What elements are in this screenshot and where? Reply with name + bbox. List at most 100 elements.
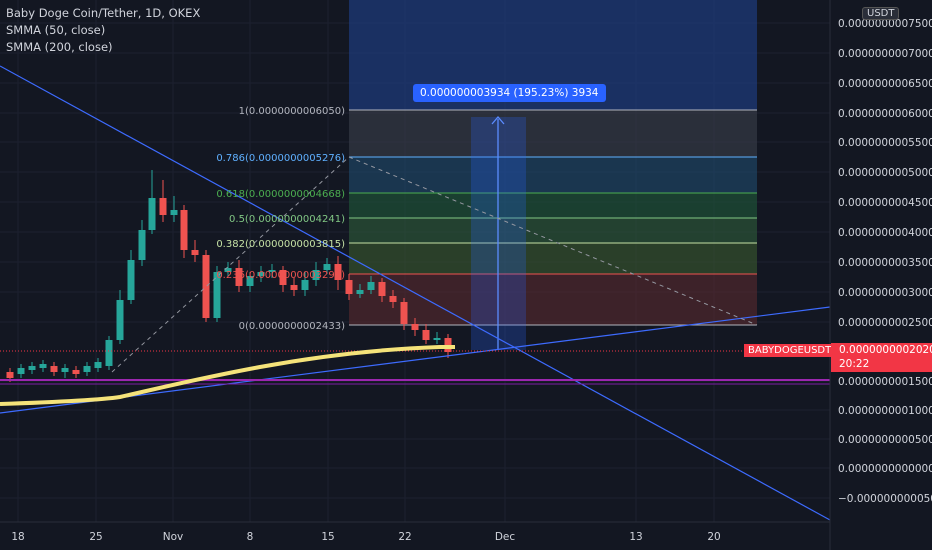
candle <box>83 366 91 372</box>
candle <box>39 364 47 368</box>
candle <box>224 268 232 272</box>
candle <box>378 282 386 296</box>
smma-200-legend[interactable]: SMMA (200, close) <box>6 40 113 54</box>
candle <box>279 270 287 285</box>
price-label: 0.0000000006500 <box>838 78 932 90</box>
fib-bands <box>349 110 757 325</box>
fib-level-label: 0.236(0.0000000003293) <box>216 270 345 281</box>
ascending-trendline[interactable] <box>0 306 831 414</box>
price-label: 0.0000000002500 <box>838 317 932 329</box>
candle <box>94 362 102 368</box>
candle <box>268 270 276 272</box>
fib-level-label: 0.786(0.0000000005276) <box>216 153 345 164</box>
fib-level-label: 0.382(0.0000000003815) <box>216 239 345 250</box>
fib-band <box>349 193 757 218</box>
candle <box>312 270 320 280</box>
fib-level-label: 0.618(0.0000000004668) <box>216 189 345 200</box>
fib-level-label: 0.5(0.0000000004241) <box>229 214 345 225</box>
bar-countdown: 20:22 <box>839 358 870 370</box>
price-label: 0.0000000000500 <box>838 434 932 446</box>
fib-band <box>349 157 757 193</box>
time-label: 15 <box>321 531 334 543</box>
currency-badge[interactable]: USDT <box>862 7 900 20</box>
price-label: 0.0000000005500 <box>838 137 932 149</box>
symbol-price-tag: BABYDOGEUSDT <box>744 344 836 357</box>
candle <box>170 210 178 215</box>
price-label: 0.0000000001000 <box>838 405 932 417</box>
current-price-badge: 0.0000000002020 20:22 <box>831 343 932 372</box>
price-label: 0.0000000003000 <box>838 287 932 299</box>
candle <box>213 272 221 318</box>
candle <box>116 300 124 340</box>
symbol-line: Baby Doge Coin/Tether, 1D, OKEX <box>6 6 201 20</box>
price-axis[interactable]: 0.0000000007500 0.0000000007000 0.00000000… <box>838 18 932 505</box>
descending-trendline[interactable] <box>0 65 831 521</box>
candle <box>345 280 353 294</box>
price-label: 0.0000000007500 <box>838 18 932 30</box>
time-label: 8 <box>247 531 254 543</box>
candle <box>433 338 441 340</box>
candle <box>72 370 80 374</box>
time-label: 13 <box>629 531 642 543</box>
fib-dashed-diagonal-2 <box>348 156 758 326</box>
price-label: 0.0000000004500 <box>838 197 932 209</box>
candle <box>367 282 375 290</box>
fib-labels: 1(0.0000000006050) 0.786(0.0000000005276)… <box>216 106 345 332</box>
candle <box>180 210 188 250</box>
price-label: 0.0000000001500 <box>838 376 932 388</box>
candle <box>50 366 58 372</box>
time-label: Nov <box>163 531 184 543</box>
candle <box>246 276 254 286</box>
time-axis[interactable]: 18 25 Nov 8 15 22 Dec 13 20 <box>11 531 720 543</box>
candle <box>400 302 408 324</box>
candle <box>356 290 364 294</box>
price-label: 0.0000000007000 <box>838 48 932 60</box>
smma-200-line <box>0 345 455 406</box>
candle <box>17 368 25 374</box>
candle <box>411 324 419 330</box>
fib-band <box>349 110 757 157</box>
date-range-arrowhead <box>491 116 505 125</box>
price-label: 0.0000000006000 <box>838 108 932 120</box>
price-label: −0.0000000000500 <box>838 493 932 505</box>
fib-dashed-diagonal <box>111 156 350 373</box>
measure-tooltip: 0.000000003934 (195.23%) 3934 <box>413 84 606 102</box>
price-label: 0.0000000000000 <box>838 463 932 475</box>
candle <box>257 272 265 276</box>
smma-50-legend[interactable]: SMMA (50, close) <box>6 23 106 37</box>
candle <box>28 366 36 370</box>
candle <box>235 268 243 286</box>
candle <box>138 230 146 260</box>
fib-band <box>349 243 757 274</box>
fib-band <box>349 218 757 243</box>
time-label: 22 <box>398 531 411 543</box>
chart-legend: Baby Doge Coin/Tether, 1D, OKEX SMMA (50… <box>6 5 200 56</box>
candle <box>301 280 309 290</box>
candle <box>323 264 331 270</box>
candle <box>159 198 167 215</box>
candle <box>389 296 397 302</box>
price-label: 0.0000000003500 <box>838 257 932 269</box>
candle <box>148 198 156 230</box>
candle <box>290 285 298 290</box>
candle <box>127 260 135 300</box>
fib-band <box>349 274 757 325</box>
candle <box>334 264 342 280</box>
fib-level-label: 1(0.0000000006050) <box>239 106 346 117</box>
candles <box>6 170 452 382</box>
candle <box>191 250 199 255</box>
candle <box>61 368 69 372</box>
candle <box>202 255 210 318</box>
price-label: 0.0000000004000 <box>838 227 932 239</box>
candle <box>422 330 430 340</box>
current-price-value: 0.0000000002020 <box>839 344 932 356</box>
time-label: 18 <box>11 531 24 543</box>
fib-level-label: 0(0.0000000002433) <box>239 321 346 332</box>
candle <box>105 340 113 366</box>
time-label: Dec <box>495 531 516 543</box>
price-label: 0.0000000005000 <box>838 167 932 179</box>
time-label: 25 <box>89 531 102 543</box>
candle <box>6 372 14 378</box>
